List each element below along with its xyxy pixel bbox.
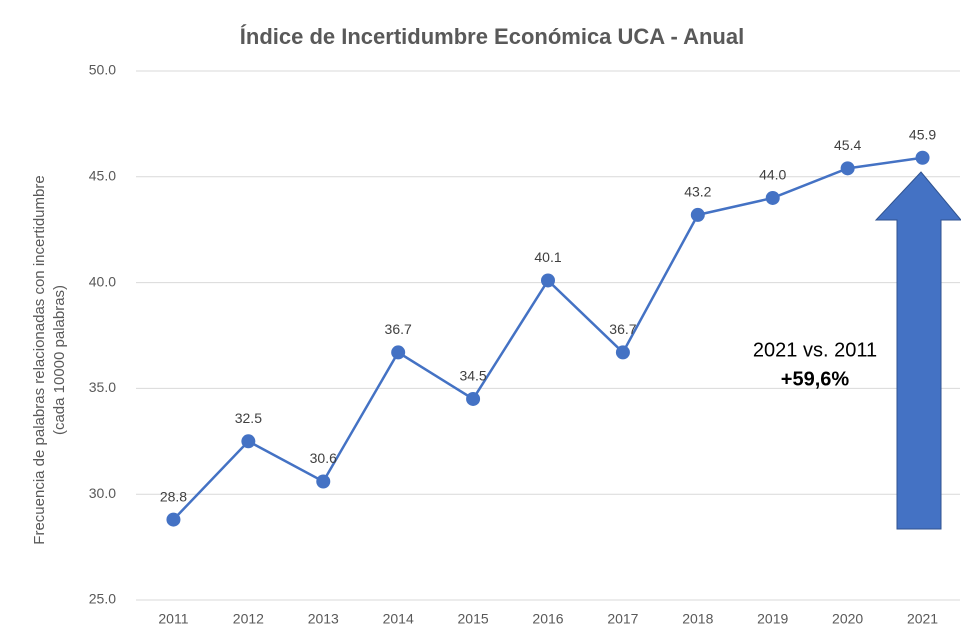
point <box>316 474 331 489</box>
y-tick-label: 50.0 <box>89 62 116 78</box>
point <box>391 345 406 360</box>
point <box>166 512 181 527</box>
x-tick-label: 2020 <box>832 611 863 627</box>
point <box>241 434 256 449</box>
x-tick-label: 2013 <box>308 611 339 627</box>
annotation: 2021 vs. 2011 <box>753 339 877 361</box>
y-tick-label: 35.0 <box>89 379 116 395</box>
annotation: +59,6% <box>781 368 850 390</box>
x-tick-label: 2014 <box>383 611 414 627</box>
data-label: 28.8 <box>160 488 187 504</box>
x-tick-label: 2021 <box>907 611 938 627</box>
chart-title: Índice de Incertidumbre Económica UCA - … <box>240 24 744 49</box>
data-label: 44.0 <box>759 167 786 183</box>
data-label: 36.7 <box>609 321 636 337</box>
y-tick-label: 40.0 <box>89 273 116 289</box>
y-axis-label-line: Frecuencia de palabras relacionadas con … <box>31 175 48 544</box>
point <box>541 273 555 288</box>
point <box>840 161 855 176</box>
data-label: 45.9 <box>909 126 936 142</box>
data-label: 30.6 <box>310 450 337 466</box>
point <box>915 150 930 165</box>
data-label: 40.1 <box>534 249 561 265</box>
data-label: 36.7 <box>385 321 412 337</box>
x-tick-label: 2017 <box>607 611 638 627</box>
data-label: 34.5 <box>459 368 486 384</box>
x-tick-label: 2011 <box>158 611 188 627</box>
y-axis-label: Frecuencia de palabras relacionadas con … <box>31 175 68 544</box>
x-tick-label: 2015 <box>458 611 489 627</box>
y-axis-label-line: (cada 10000 palabras) <box>51 285 68 435</box>
x-tick-label: 2012 <box>233 611 264 627</box>
data-label: 32.5 <box>235 410 262 426</box>
x-tick-label: 2016 <box>532 611 563 627</box>
y-tick-label: 45.0 <box>89 168 116 184</box>
data-label: 45.4 <box>834 137 861 153</box>
y-tick-label: 25.0 <box>89 591 116 607</box>
point <box>615 345 630 360</box>
data-label: 43.2 <box>684 184 711 200</box>
x-tick-label: 2019 <box>757 611 788 627</box>
point <box>466 391 481 406</box>
point <box>765 190 780 205</box>
arrow <box>874 171 961 530</box>
y-tick-label: 30.0 <box>89 485 116 501</box>
point <box>690 207 705 222</box>
x-tick-label: 2018 <box>682 611 713 627</box>
